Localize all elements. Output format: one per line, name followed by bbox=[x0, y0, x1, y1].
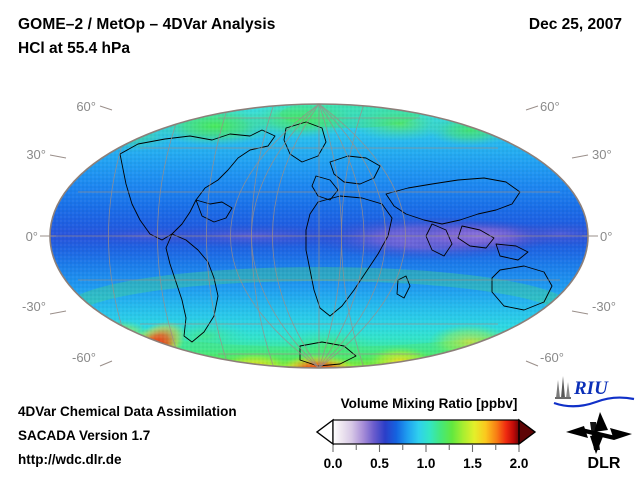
mollweide-map: 60° 30° 0° -30° -60° 60° 30° 0° -30° -60… bbox=[22, 99, 616, 369]
footer-line-version: SACADA Version 1.7 bbox=[18, 428, 151, 443]
footer-line-url[interactable]: http://wdc.dlr.de bbox=[18, 452, 122, 467]
footer-line-assimilation: 4DVar Chemical Data Assimilation bbox=[18, 404, 237, 419]
lat-tick-left-m30 bbox=[49, 310, 67, 315]
graticule bbox=[50, 104, 588, 368]
lat-label-left-m30: -30° bbox=[22, 299, 46, 314]
lat-tick-left-30 bbox=[49, 154, 67, 159]
colorbar-under-arrow bbox=[315, 418, 334, 446]
map-panel: 60° 30° 0° -30° -60° 60° 30° 0° -30° -60… bbox=[0, 84, 640, 384]
page-title: GOME–2 / MetOp – 4DVar Analysis bbox=[18, 16, 276, 33]
date-label: Dec 25, 2007 bbox=[528, 16, 622, 33]
colorbar-graphic: 0.0 0.5 1.0 1.5 2.0 bbox=[315, 418, 537, 471]
dlr-pinwheel-icon bbox=[566, 412, 632, 454]
lat-label-right-m60: -60° bbox=[540, 350, 564, 365]
lat-label-left-60: 60° bbox=[76, 99, 96, 114]
colorbar-gradient bbox=[332, 419, 520, 445]
latitude-labels: 60° 30° 0° -30° -60° 60° 30° 0° -30° -60… bbox=[22, 99, 616, 367]
lat-tick-right-m60 bbox=[525, 360, 539, 367]
riu-wave-icon bbox=[553, 396, 635, 408]
riu-wordmark: RIU bbox=[573, 378, 609, 399]
lat-label-left-0: 0° bbox=[26, 229, 38, 244]
lat-label-right-30: 30° bbox=[592, 147, 612, 162]
colorbar-tick-3: 1.5 bbox=[463, 456, 482, 471]
colorbar-tick-0: 0.0 bbox=[324, 456, 343, 471]
lat-label-left-30: 30° bbox=[26, 147, 46, 162]
colorbar-ticks bbox=[332, 445, 520, 452]
page-subtitle: HCl at 55.4 hPa bbox=[18, 40, 130, 57]
lat-label-left-m60: -60° bbox=[72, 350, 96, 365]
dlr-logo: DLR bbox=[566, 412, 632, 472]
riu-logo: RIU bbox=[553, 376, 635, 408]
lat-tick-left-m60 bbox=[99, 360, 113, 367]
colorbar-title: Volume Mixing Ratio [ppbv] bbox=[340, 396, 518, 411]
lat-label-right-60: 60° bbox=[540, 99, 560, 114]
lat-tick-right-60 bbox=[525, 105, 539, 111]
riu-tower-icon bbox=[555, 376, 571, 399]
hcl-field bbox=[50, 104, 588, 368]
colorbar-tick-4: 2.0 bbox=[510, 456, 529, 471]
colorbar-tick-1: 0.5 bbox=[370, 456, 389, 471]
lat-label-right-m30: -30° bbox=[592, 299, 616, 314]
lat-tick-right-m30 bbox=[571, 310, 589, 315]
lat-tick-right-30 bbox=[571, 154, 589, 159]
colorbar-tick-2: 1.0 bbox=[417, 456, 436, 471]
lat-label-right-0: 0° bbox=[600, 229, 612, 244]
lat-tick-left-60 bbox=[99, 105, 113, 111]
colorbar: Volume Mixing Ratio [ppbv] bbox=[313, 396, 545, 474]
dlr-wordmark: DLR bbox=[588, 455, 621, 472]
colorbar-over-arrow bbox=[518, 418, 537, 446]
